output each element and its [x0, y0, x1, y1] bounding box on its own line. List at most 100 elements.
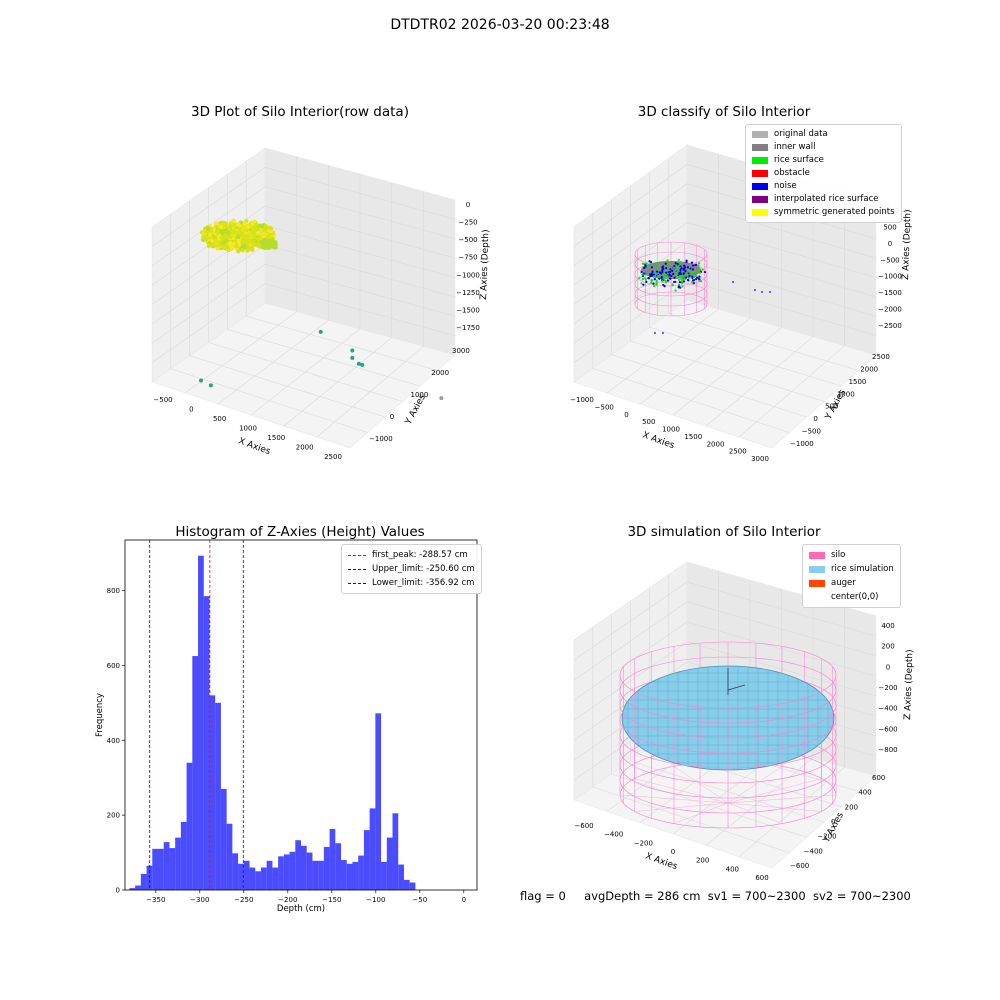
class-point — [680, 262, 683, 266]
data-point — [228, 234, 233, 240]
class-point — [658, 271, 661, 274]
histogram-ylabel: Frequency — [95, 693, 105, 737]
data-point — [250, 239, 255, 244]
x-tick-label: 500 — [213, 415, 226, 423]
outlier-point — [350, 348, 355, 353]
x-tick-label: 1000 — [662, 426, 680, 434]
class-point — [671, 283, 674, 286]
data-point — [229, 229, 235, 235]
figure-suptitle: DTDTR02 2026-03-20 00:23:48 — [390, 17, 610, 33]
z-tick-label: −1250 — [456, 289, 480, 297]
class-point — [679, 272, 683, 276]
z-tick-label: −200 — [878, 684, 897, 692]
y-tick-label: 1000 — [411, 391, 429, 399]
class-point — [670, 274, 673, 277]
data-point — [268, 229, 273, 234]
y-tick-label: 2000 — [860, 365, 878, 373]
histogram-bar — [135, 885, 141, 890]
class-point — [656, 268, 660, 271]
class-point — [646, 273, 649, 277]
class-point — [673, 280, 676, 284]
histogram-bar — [289, 851, 296, 890]
silo-floor-spoke — [673, 802, 729, 824]
histogram-bar — [163, 842, 170, 890]
data-point — [268, 225, 273, 231]
data-point — [250, 221, 256, 226]
histogram-bar — [301, 845, 307, 890]
histogram-bar — [369, 808, 376, 890]
class-point — [654, 272, 657, 275]
histogram-bar — [409, 882, 416, 890]
class-point — [685, 260, 688, 264]
class-point — [644, 265, 647, 268]
class-point — [675, 271, 678, 274]
grid-line — [573, 621, 877, 701]
legend-swatch — [752, 131, 768, 138]
z-tick-label: −1500 — [456, 306, 480, 314]
z-tick-label: −1500 — [878, 289, 902, 297]
z-tick-label: −500 — [880, 256, 899, 264]
z-tick-label: 0 — [888, 240, 892, 248]
grid-line — [573, 222, 877, 305]
data-point — [262, 245, 267, 250]
x-tick-label: −400 — [604, 831, 623, 839]
class-point — [664, 264, 667, 268]
y-tick-label: −600 — [790, 862, 809, 870]
class-point — [698, 279, 701, 283]
z-tick-label: 200 — [881, 643, 894, 651]
class-point — [698, 275, 701, 278]
data-point — [273, 240, 278, 245]
noise-point — [769, 291, 771, 293]
class-point — [677, 258, 680, 261]
class-point — [663, 285, 666, 288]
plot2-zlabel: Z Axies (Depth) — [901, 209, 913, 280]
class-point — [645, 262, 648, 265]
data-point — [263, 224, 268, 229]
class-point — [698, 267, 701, 270]
data-point — [267, 245, 272, 250]
grid-line — [611, 354, 807, 418]
class-point — [668, 262, 671, 265]
histogram-bar — [386, 837, 393, 890]
y-tick-label: 600 — [872, 774, 885, 782]
class-point — [676, 275, 679, 279]
data-point — [252, 228, 258, 233]
grid-line — [208, 342, 403, 402]
histogram-bar — [352, 861, 359, 890]
legend-swatch — [752, 183, 768, 190]
class-point — [678, 278, 681, 282]
class-point — [669, 268, 672, 271]
class-point — [672, 266, 676, 269]
histogram-ticks: −350 −300 −250 −200 −150 −100 −50 0 0 200 400 600 80… — [107, 587, 466, 904]
grid-line — [227, 329, 421, 387]
y-tick-label: −1000 — [790, 440, 814, 448]
legend-item-first-peak: first_peak: -288.57 cm — [348, 548, 475, 562]
y-tick-label: 1000 — [837, 390, 855, 398]
plot2-title: 3D classify of Silo Interior — [637, 104, 811, 120]
z-tick-label: −1000 — [456, 271, 480, 279]
class-point — [643, 272, 646, 275]
x-tick-label: 200 — [696, 857, 709, 865]
y-tick-label: −500 — [802, 428, 821, 436]
data-point — [266, 234, 271, 239]
data-point — [222, 240, 227, 245]
x-tick-label: 0 — [189, 406, 193, 414]
noise-point — [754, 289, 756, 291]
data-point — [262, 228, 267, 233]
legend-swatch — [809, 565, 825, 573]
class-point — [645, 280, 648, 283]
class-point — [671, 269, 674, 272]
grid-line — [151, 205, 456, 286]
class-point — [652, 282, 655, 285]
histogram-bar — [398, 864, 404, 890]
data-point — [221, 244, 226, 249]
legend-line — [348, 582, 366, 584]
histogram-bar — [180, 821, 187, 890]
legend-swatch — [809, 594, 825, 601]
status-footer: flag = 0 avgDepth = 286 cm sv1 = 700~230… — [520, 889, 911, 903]
plot1-ticks: −500 0 500 1000 1500 2000 2500 −1000 0 1000 2000 30… — [153, 201, 479, 461]
class-point — [703, 270, 706, 274]
class-point — [688, 276, 691, 280]
grid-line — [573, 241, 877, 325]
class-point — [698, 271, 702, 274]
